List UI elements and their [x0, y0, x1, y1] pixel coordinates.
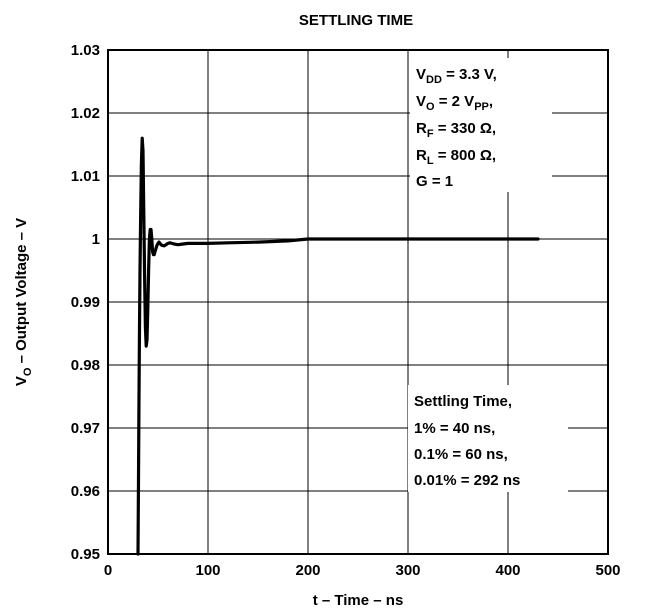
x-axis-ticks: 0 100 200 300 400 500 [104, 562, 621, 579]
y-axis-label: VO – Output Voltage – V [13, 218, 34, 386]
plot-frame [107, 49, 609, 555]
y-axis-ticks: 0.95 0.96 0.97 0.98 0.99 1 1.01 1.02 1.03 [71, 42, 100, 563]
settling-background [408, 385, 568, 492]
y-tick-label: 0.96 [71, 483, 100, 500]
x-tick-label: 400 [495, 562, 520, 579]
test-conditions-annotation: VDD = 3.3 V, VO = 2 VPP, RF = 330 Ω, RL … [410, 58, 552, 192]
series-line-output-voltage [136, 136, 540, 556]
settling-heading: Settling Time, [414, 393, 512, 410]
y-tick-label: 1.01 [71, 168, 100, 185]
chart-title: SETTLING TIME [299, 12, 413, 29]
settling-0-01pct: 0.01% = 292 ns [414, 472, 520, 489]
condition-vo: VO = 2 VPP, [416, 93, 493, 113]
settling-0-1pct: 0.1% = 60 ns, [414, 446, 508, 463]
x-tick-label: 300 [395, 562, 420, 579]
condition-rl: RL = 800 Ω, [416, 147, 496, 167]
x-axis-label: t – Time – ns [313, 592, 404, 609]
y-tick-label: 0.99 [71, 294, 100, 311]
y-tick-label: 1.02 [71, 105, 100, 122]
y-tick-label: 0.97 [71, 420, 100, 437]
y-tick-label: 1.03 [71, 42, 100, 59]
condition-gain: G = 1 [416, 173, 453, 190]
condition-vdd: VDD = 3.3 V, [416, 66, 497, 86]
y-tick-label: 1 [92, 231, 100, 248]
x-tick-label: 500 [595, 562, 620, 579]
x-tick-label: 0 [104, 562, 112, 579]
conditions-background [410, 58, 552, 192]
x-tick-label: 200 [295, 562, 320, 579]
condition-rf: RF = 330 Ω, [416, 120, 496, 140]
settling-time-annotation: Settling Time, 1% = 40 ns, 0.1% = 60 ns,… [408, 385, 568, 492]
y-tick-label: 0.95 [71, 546, 100, 563]
settling-1pct: 1% = 40 ns, [414, 420, 495, 437]
y-tick-label: 0.98 [71, 357, 100, 374]
x-tick-label: 100 [195, 562, 220, 579]
